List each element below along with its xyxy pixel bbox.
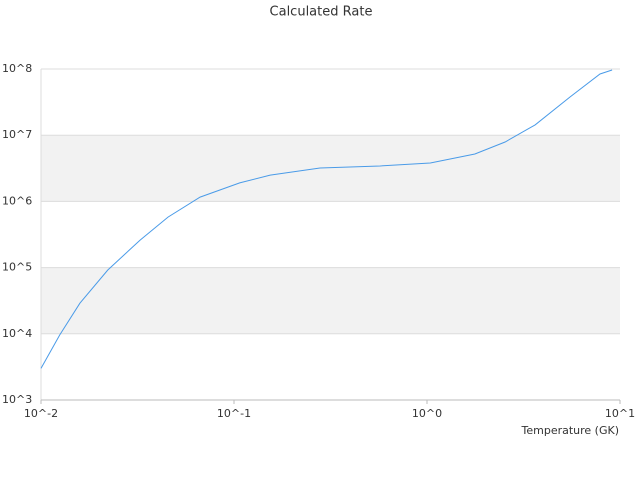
y-tick-label: 10^4 bbox=[2, 327, 32, 340]
plot-background bbox=[41, 135, 620, 334]
y-tick-label: 10^8 bbox=[2, 62, 32, 75]
grid-band bbox=[41, 267, 620, 334]
x-axis-label: Temperature (GK) bbox=[521, 424, 620, 437]
y-tick-label: 10^5 bbox=[2, 261, 32, 274]
data-line bbox=[40, 69, 613, 369]
grid-band bbox=[41, 135, 620, 202]
y-tick-label: 10^7 bbox=[2, 128, 32, 141]
x-tick-label: 10^-1 bbox=[217, 407, 251, 420]
x-tick-label: 10^0 bbox=[412, 407, 442, 420]
x-tick-label: 10^-2 bbox=[24, 407, 58, 420]
y-tick-label: 10^6 bbox=[2, 194, 32, 207]
x-tick-label: 10^1 bbox=[605, 407, 635, 420]
y-tick-label: 10^3 bbox=[2, 393, 32, 406]
chart-title: Calculated Rate bbox=[270, 5, 373, 20]
